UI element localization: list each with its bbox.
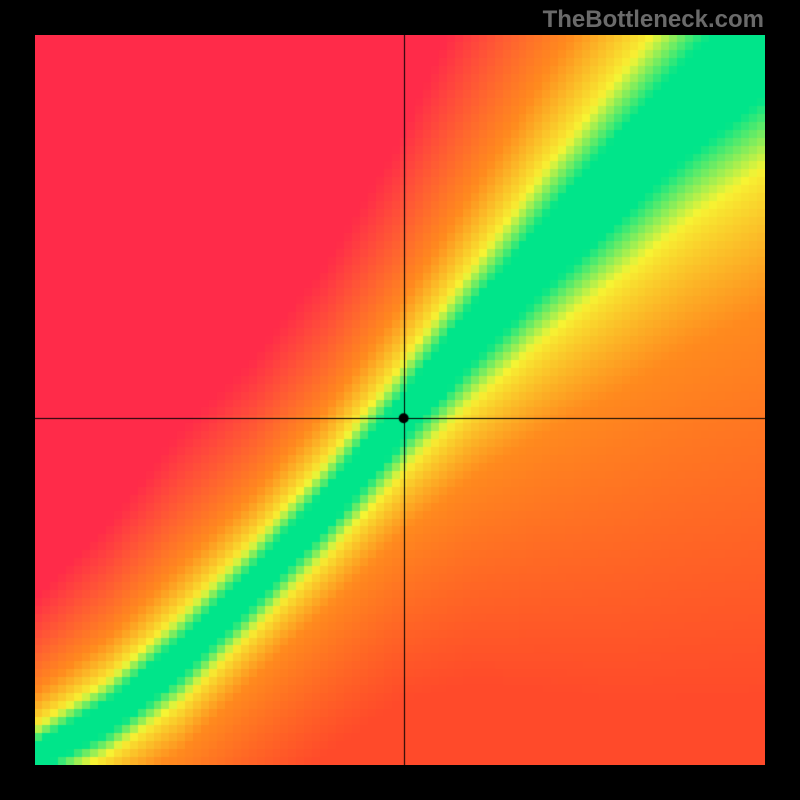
watermark-text: TheBottleneck.com — [543, 6, 764, 34]
chart-container: TheBottleneck.com — [0, 0, 800, 800]
bottleneck-heatmap — [35, 35, 765, 765]
